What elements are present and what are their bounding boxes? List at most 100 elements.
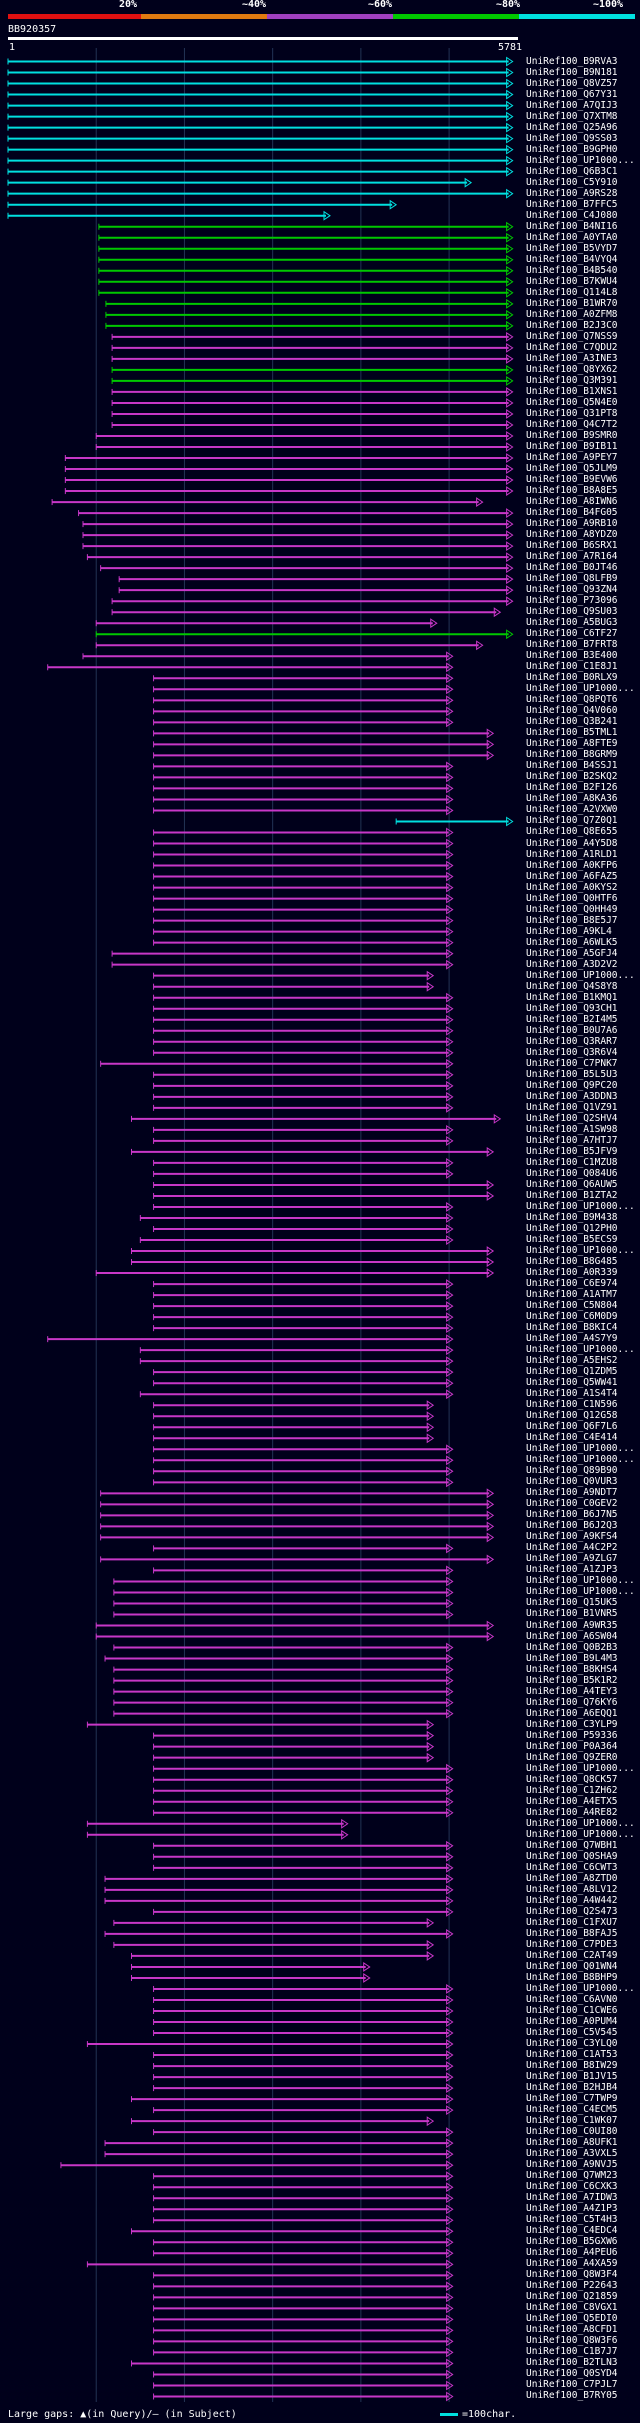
- hit-label[interactable]: UniRef100_C0GEV2: [526, 1498, 618, 1510]
- hit-label[interactable]: UniRef100_Q6B3C1: [526, 165, 618, 177]
- hit-label[interactable]: UniRef100_C7PDE3: [526, 1938, 618, 1950]
- hit-label[interactable]: UniRef100_Q93ZN4: [526, 584, 618, 596]
- hit-label[interactable]: UniRef100_A7IDW3: [526, 2192, 618, 2204]
- hit-label[interactable]: UniRef100_C1B7J7: [526, 2346, 618, 2358]
- hit-label[interactable]: UniRef100_A6WLK5: [526, 936, 618, 948]
- hit-label[interactable]: UniRef100_C3YLP9: [526, 1718, 618, 1730]
- hit-label[interactable]: UniRef100_B1WR70: [526, 297, 618, 309]
- hit-label[interactable]: UniRef100_C5N804: [526, 1300, 618, 1312]
- hit-label[interactable]: UniRef100_C4ECM5: [526, 2104, 618, 2116]
- hit-label[interactable]: UniRef100_A8CFD1: [526, 2324, 618, 2336]
- hit-label[interactable]: UniRef100_C7QDU2: [526, 341, 618, 353]
- hit-label[interactable]: UniRef100_UP1000...: [526, 1245, 635, 1257]
- hit-label[interactable]: UniRef100_B9SMR0: [526, 429, 618, 441]
- hit-label[interactable]: UniRef100_A9WR35: [526, 1619, 618, 1631]
- hit-label[interactable]: UniRef100_C6E974: [526, 1278, 618, 1290]
- hit-label[interactable]: UniRef100_A8FTE9: [526, 738, 618, 750]
- hit-label[interactable]: UniRef100_Q6AUW5: [526, 1178, 618, 1190]
- hit-label[interactable]: UniRef100_B1JV15: [526, 2071, 618, 2083]
- hit-label[interactable]: UniRef100_Q0SYD4: [526, 2368, 618, 2380]
- hit-label[interactable]: UniRef100_Q8W3F4: [526, 2269, 618, 2281]
- hit-label[interactable]: UniRef100_Q89B90: [526, 1465, 618, 1477]
- hit-label[interactable]: UniRef100_B4NI16: [526, 220, 618, 232]
- hit-label[interactable]: UniRef100_Q114L8: [526, 286, 618, 298]
- hit-label[interactable]: UniRef100_B8KHS4: [526, 1663, 618, 1675]
- hit-label[interactable]: UniRef100_A9ZLG7: [526, 1553, 618, 1565]
- hit-label[interactable]: UniRef100_C1FXU7: [526, 1916, 618, 1928]
- hit-label[interactable]: UniRef100_B7FFC5: [526, 198, 618, 210]
- hit-label[interactable]: UniRef100_Q1VZ91: [526, 1101, 618, 1113]
- hit-label[interactable]: UniRef100_B4VYQ4: [526, 253, 618, 265]
- hit-label[interactable]: UniRef100_C8VGX1: [526, 2302, 618, 2314]
- hit-label[interactable]: UniRef100_Q9SU03: [526, 606, 618, 618]
- hit-label[interactable]: UniRef100_A4TEY3: [526, 1685, 618, 1697]
- hit-label[interactable]: UniRef100_Q67Y31: [526, 88, 618, 100]
- hit-label[interactable]: UniRef100_A1ZJP3: [526, 1564, 618, 1576]
- hit-label[interactable]: UniRef100_A7R164: [526, 551, 618, 563]
- hit-label[interactable]: UniRef100_A4Y5D8: [526, 837, 618, 849]
- hit-label[interactable]: UniRef100_P59336: [526, 1729, 618, 1741]
- hit-label[interactable]: UniRef100_Q0VUR3: [526, 1476, 618, 1488]
- hit-label[interactable]: UniRef100_A0YTA0: [526, 231, 618, 243]
- hit-label[interactable]: UniRef100_Q4S8Y8: [526, 980, 618, 992]
- hit-label[interactable]: UniRef100_Q7NSS9: [526, 330, 618, 342]
- hit-label[interactable]: UniRef100_B9L4M3: [526, 1652, 618, 1664]
- hit-label[interactable]: UniRef100_B1VNR5: [526, 1608, 618, 1620]
- hit-label[interactable]: UniRef100_B8KIC4: [526, 1322, 618, 1334]
- hit-label[interactable]: UniRef100_B7FRT8: [526, 639, 618, 651]
- hit-label[interactable]: UniRef100_Q25A96: [526, 121, 618, 133]
- hit-label[interactable]: UniRef100_B8IW29: [526, 2060, 618, 2072]
- hit-label[interactable]: UniRef100_Q8CK57: [526, 1773, 618, 1785]
- hit-label[interactable]: UniRef100_B2I4M5: [526, 1013, 618, 1025]
- hit-label[interactable]: UniRef100_B5VYD7: [526, 242, 618, 254]
- hit-label[interactable]: UniRef100_Q8YX62: [526, 363, 618, 375]
- hit-label[interactable]: UniRef100_A8IWN6: [526, 496, 618, 508]
- hit-label[interactable]: UniRef100_B6J2Q3: [526, 1520, 618, 1532]
- hit-label[interactable]: UniRef100_B3E400: [526, 650, 618, 662]
- hit-label[interactable]: UniRef100_C4E414: [526, 1432, 618, 1444]
- hit-label[interactable]: UniRef100_Q7WBH1: [526, 1839, 618, 1851]
- hit-label[interactable]: UniRef100_B4B540: [526, 264, 618, 276]
- hit-label[interactable]: UniRef100_Q5JLM9: [526, 463, 618, 475]
- hit-label[interactable]: UniRef100_Q4V060: [526, 705, 618, 717]
- hit-label[interactable]: UniRef100_Q0HH49: [526, 903, 618, 915]
- hit-label[interactable]: UniRef100_Q3RAR7: [526, 1035, 618, 1047]
- hit-label[interactable]: UniRef100_B5JFV9: [526, 1145, 618, 1157]
- hit-label[interactable]: UniRef100_A0KYS2: [526, 881, 618, 893]
- hit-label[interactable]: UniRef100_UP1000...: [526, 683, 635, 695]
- hit-label[interactable]: UniRef100_A5BUG3: [526, 617, 618, 629]
- hit-label[interactable]: UniRef100_Q21859: [526, 2291, 618, 2303]
- hit-label[interactable]: UniRef100_UP1000...: [526, 969, 635, 981]
- hit-label[interactable]: UniRef100_P0A364: [526, 1740, 618, 1752]
- hit-label[interactable]: UniRef100_B2SKQ2: [526, 771, 618, 783]
- hit-label[interactable]: UniRef100_Q93CH1: [526, 1002, 618, 1014]
- hit-label[interactable]: UniRef100_P22643: [526, 2280, 618, 2292]
- hit-label[interactable]: UniRef100_C5Y910: [526, 176, 618, 188]
- hit-label[interactable]: UniRef100_C0UI80: [526, 2126, 618, 2138]
- hit-label[interactable]: UniRef100_UP1000...: [526, 1575, 635, 1587]
- hit-label[interactable]: UniRef100_B2TLN3: [526, 2357, 618, 2369]
- hit-label[interactable]: UniRef100_C1CWE6: [526, 2005, 618, 2016]
- hit-label[interactable]: UniRef100_UP1000...: [526, 1586, 635, 1598]
- hit-label[interactable]: UniRef100_B8A8E5: [526, 485, 618, 497]
- hit-label[interactable]: UniRef100_Q15UK5: [526, 1597, 618, 1609]
- hit-label[interactable]: UniRef100_A9NDT7: [526, 1487, 618, 1499]
- hit-label[interactable]: UniRef100_A1S4T4: [526, 1388, 618, 1400]
- hit-label[interactable]: UniRef100_A4ETX5: [526, 1795, 618, 1807]
- hit-label[interactable]: UniRef100_B9N181: [526, 66, 618, 78]
- hit-label[interactable]: UniRef100_A4S7Y9: [526, 1333, 618, 1345]
- hit-label[interactable]: UniRef100_Q8W3F6: [526, 2335, 618, 2347]
- hit-label[interactable]: UniRef100_B7KWU4: [526, 275, 618, 287]
- hit-label[interactable]: UniRef100_A8YDZ0: [526, 529, 618, 541]
- hit-label[interactable]: UniRef100_A9PEY7: [526, 452, 618, 463]
- hit-label[interactable]: UniRef100_A8UFK1: [526, 2137, 618, 2149]
- hit-label[interactable]: UniRef100_UP1000...: [526, 1200, 635, 1212]
- hit-label[interactable]: UniRef100_Q31PT8: [526, 407, 618, 419]
- hit-label[interactable]: UniRef100_Q7XTM8: [526, 110, 618, 122]
- hit-label[interactable]: UniRef100_A0ZFM8: [526, 308, 618, 320]
- hit-label[interactable]: UniRef100_B8GRM9: [526, 749, 618, 761]
- hit-label[interactable]: UniRef100_C7PNK7: [526, 1057, 618, 1069]
- hit-label[interactable]: UniRef100_C1N596: [526, 1399, 618, 1411]
- hit-label[interactable]: UniRef100_B6SRX1: [526, 540, 618, 552]
- hit-label[interactable]: UniRef100_B0JT46: [526, 562, 618, 574]
